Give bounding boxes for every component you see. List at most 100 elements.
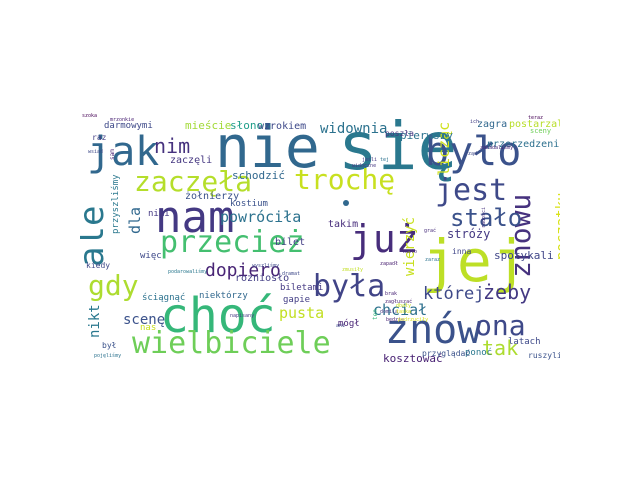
word: ruszyli bbox=[528, 351, 560, 360]
word: sam bbox=[109, 149, 116, 160]
word: słono bbox=[230, 119, 264, 132]
word: gdy bbox=[88, 269, 139, 302]
word: sceny bbox=[530, 127, 552, 135]
word: trochę bbox=[294, 163, 396, 196]
word: radości bbox=[481, 206, 487, 228]
word: zapadł bbox=[380, 261, 399, 267]
word: jeśli bbox=[362, 157, 378, 163]
word: kiedy bbox=[86, 261, 111, 270]
word: mógł bbox=[338, 319, 360, 329]
word: więc bbox=[140, 251, 162, 261]
word: było bbox=[425, 129, 522, 175]
word: ale bbox=[80, 205, 112, 267]
word: schodzić bbox=[232, 169, 285, 182]
word: przerzedzeni bbox=[487, 139, 560, 150]
word: rozniosło bbox=[235, 273, 290, 284]
word: wsiad bbox=[88, 149, 104, 155]
word: kosztować bbox=[383, 352, 443, 365]
word: pierwszy bbox=[400, 129, 453, 142]
word: początku bbox=[554, 192, 560, 260]
word: już bbox=[350, 217, 419, 261]
word: darmowymi bbox=[104, 121, 153, 131]
word: tej bbox=[380, 157, 390, 163]
word: inna bbox=[452, 247, 472, 256]
word: teraz bbox=[528, 115, 544, 121]
word: mrzonkie bbox=[110, 117, 135, 123]
word: dopiero bbox=[205, 260, 281, 281]
word: postarzali bbox=[509, 119, 560, 130]
word: nas bbox=[140, 323, 157, 333]
word: był bbox=[102, 341, 117, 350]
word: mieście bbox=[185, 119, 232, 132]
word: nam bbox=[155, 192, 235, 243]
word: kostium bbox=[230, 199, 268, 209]
word: łaska bbox=[396, 309, 412, 315]
word: brak bbox=[385, 291, 398, 297]
word: zagra bbox=[477, 119, 508, 130]
word: tak bbox=[482, 336, 519, 360]
word: jak bbox=[87, 129, 160, 175]
word: wyszliśmy bbox=[252, 263, 280, 269]
word: ich bbox=[470, 119, 480, 125]
word: dla bbox=[126, 206, 144, 234]
word: stało bbox=[450, 204, 523, 232]
word: napisany bbox=[230, 313, 255, 319]
word: zaczęła bbox=[134, 165, 253, 198]
word: wielbiciele bbox=[132, 326, 331, 361]
word: była bbox=[313, 269, 386, 304]
word: zazadaliśmy bbox=[480, 145, 514, 151]
word: podarowaliśmy bbox=[168, 269, 208, 275]
word: przyszliśmy bbox=[111, 174, 121, 234]
word: nimi bbox=[148, 209, 170, 219]
word: zaczęli bbox=[170, 155, 213, 166]
word: poszła bbox=[385, 129, 414, 138]
word: wzrokiem bbox=[258, 121, 307, 132]
word: chciał bbox=[373, 301, 428, 319]
word: gapie bbox=[283, 295, 311, 305]
word: będzie bbox=[386, 317, 405, 323]
word: zmusiły bbox=[342, 267, 364, 273]
word: pusta bbox=[279, 304, 325, 322]
word: nim bbox=[154, 134, 191, 158]
word: niektórzy bbox=[199, 291, 248, 301]
word: podrzuciły bbox=[398, 317, 429, 323]
word: domila bbox=[380, 309, 399, 315]
word: zagłuszać bbox=[385, 299, 413, 305]
word: grać bbox=[424, 228, 437, 234]
word: powróciła bbox=[220, 208, 302, 226]
word: widownia bbox=[320, 121, 388, 137]
word: nikt bbox=[87, 304, 103, 338]
word: zaraz bbox=[425, 257, 441, 263]
word: ten bbox=[372, 309, 379, 320]
word: bilet bbox=[275, 237, 306, 248]
word: szoka bbox=[82, 113, 98, 119]
word: tamto bbox=[402, 249, 418, 255]
word: się bbox=[338, 112, 458, 185]
word: biletami bbox=[280, 283, 324, 293]
word: znów bbox=[385, 307, 482, 353]
word: ponoć bbox=[465, 348, 493, 358]
word-dot bbox=[343, 200, 349, 206]
word: dramat bbox=[282, 271, 301, 277]
word: choć bbox=[160, 288, 276, 344]
word: jej bbox=[422, 227, 527, 295]
word: wierzyć bbox=[402, 216, 418, 276]
word-cloud: się nie jej nam choć było jak znów już a… bbox=[80, 112, 560, 368]
word: takim bbox=[328, 219, 359, 230]
word: spotykali bbox=[494, 249, 554, 262]
word: której bbox=[423, 284, 485, 304]
word: widoczne bbox=[352, 163, 377, 169]
word: pojęliśmy bbox=[94, 353, 122, 359]
word: żeby bbox=[483, 280, 532, 304]
word: jest bbox=[435, 173, 508, 208]
word: stróży bbox=[447, 227, 491, 241]
word: ściągnąć bbox=[142, 293, 186, 303]
word: raz bbox=[92, 133, 107, 142]
word: scenę bbox=[123, 312, 166, 328]
word: przecież bbox=[160, 225, 305, 260]
word: przyglądać bbox=[422, 349, 471, 358]
word: latach bbox=[508, 337, 541, 347]
word: żołnierzy bbox=[185, 191, 240, 202]
word: nie bbox=[215, 113, 320, 181]
word: ona bbox=[475, 309, 526, 342]
